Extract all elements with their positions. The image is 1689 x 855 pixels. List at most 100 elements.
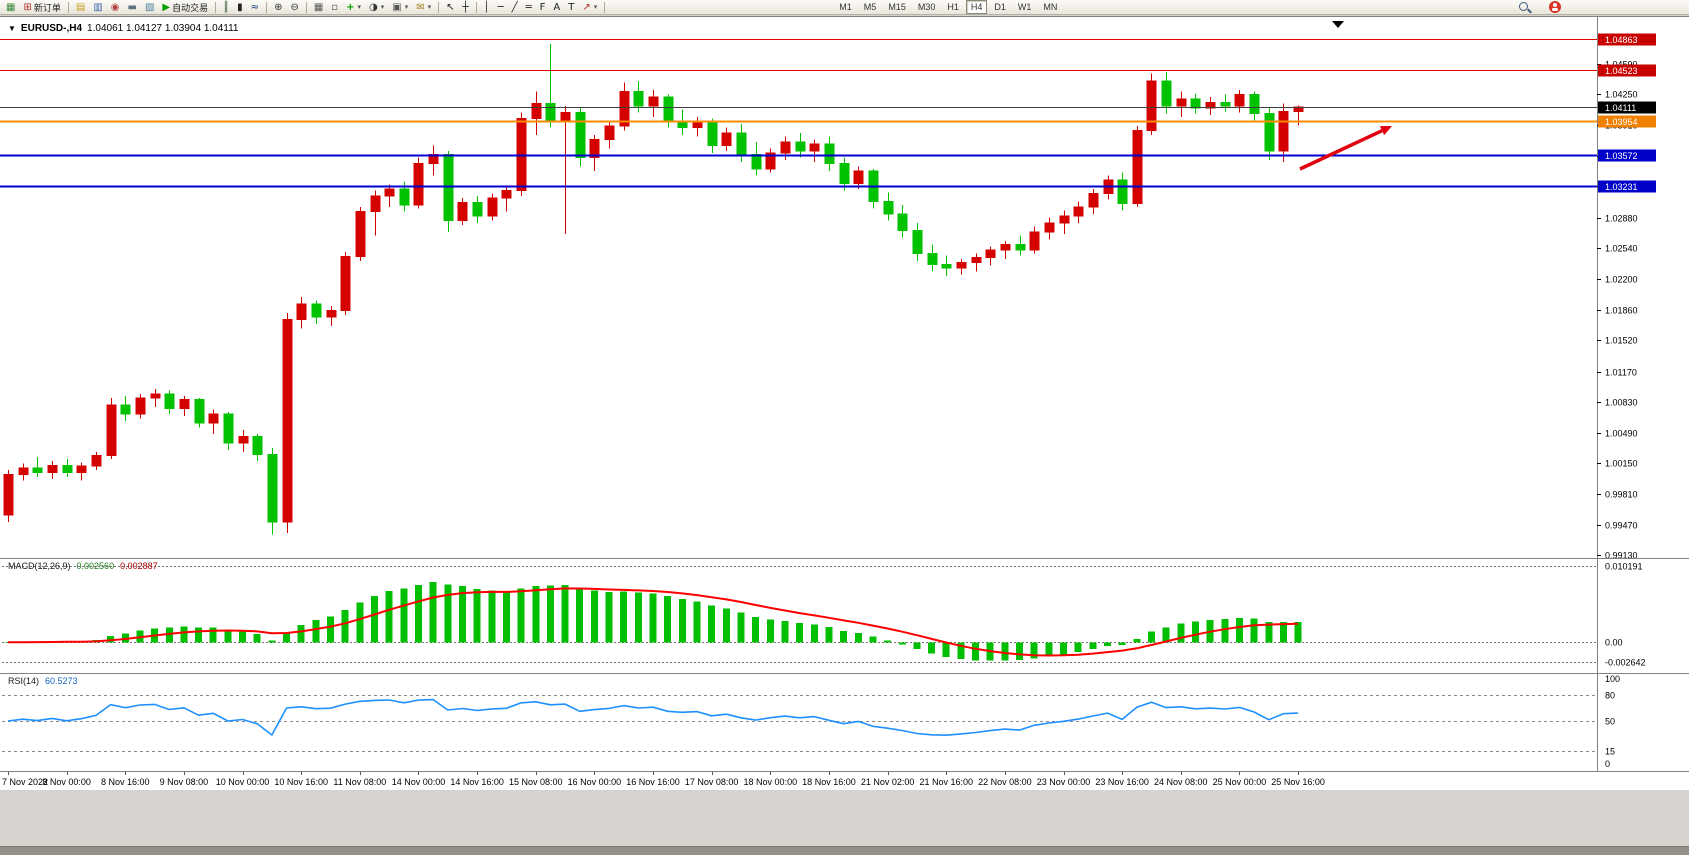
cascade-windows-icon-glyph: ▫ bbox=[331, 1, 339, 13]
arrows-icon[interactable]: ↗ ▾ bbox=[578, 0, 601, 15]
arrows-icon-glyph: ↗ bbox=[582, 1, 591, 13]
community-icon[interactable] bbox=[1549, 1, 1561, 13]
zoom-out-icon[interactable]: ⊖ bbox=[286, 0, 302, 15]
rsi-name: RSI(14) bbox=[8, 676, 40, 686]
cursor-icon-glyph: ↖ bbox=[446, 1, 455, 13]
templates-icon[interactable]: ▣ ▾ bbox=[388, 0, 412, 15]
timeframe-mn-button[interactable]: MN bbox=[1043, 2, 1058, 12]
navigator-icon[interactable]: ◉ bbox=[107, 0, 124, 15]
timeframe-m1-button[interactable]: M1 bbox=[839, 2, 852, 12]
timeframe-m15-button[interactable]: M15 bbox=[888, 2, 906, 12]
market-watch-icon[interactable]: ▤ bbox=[72, 0, 89, 15]
svg-text:-0.002642: -0.002642 bbox=[1605, 658, 1646, 668]
timeframe-h4-button[interactable]: H4 bbox=[965, 0, 988, 14]
one-click-trading-toggle[interactable]: ▼ bbox=[8, 23, 16, 33]
line-chart-mode-icon-glyph: ≈ bbox=[250, 1, 260, 13]
chart-symbol-period: EURUSD-,H4 bbox=[20, 23, 83, 34]
tile-windows-icon[interactable]: ▦ bbox=[310, 0, 327, 15]
time-axis-tick bbox=[888, 772, 889, 775]
toolbar-right-group bbox=[1518, 1, 1561, 14]
line-chart-mode-icon[interactable]: ≈ bbox=[247, 0, 263, 15]
svg-text:1.02200: 1.02200 bbox=[1605, 275, 1638, 285]
text-icon[interactable]: A bbox=[549, 0, 564, 15]
time-axis-tick bbox=[770, 772, 771, 775]
indicators-icon[interactable]: + ▾ bbox=[342, 0, 365, 15]
svg-text:1.00490: 1.00490 bbox=[1605, 429, 1638, 439]
svg-text:1.01860: 1.01860 bbox=[1605, 306, 1638, 316]
time-axis-tick bbox=[243, 772, 244, 775]
zoom-out-icon-glyph: ⊖ bbox=[290, 1, 299, 13]
fibonacci-icon-glyph: F bbox=[539, 1, 546, 13]
strategy-tester-icon[interactable]: ▧ bbox=[141, 0, 158, 15]
timeframe-w1-button[interactable]: W1 bbox=[1017, 2, 1032, 12]
autotrading-button-label: 自动交易 bbox=[172, 2, 209, 13]
svg-text:1.04250: 1.04250 bbox=[1605, 90, 1638, 100]
timeframe-m30-button[interactable]: M30 bbox=[917, 2, 936, 12]
svg-text:1.04863: 1.04863 bbox=[1605, 35, 1638, 45]
rsi-chart-canvas[interactable]: 100 0 80 50 15 bbox=[0, 673, 1689, 771]
bar-chart-mode-icon[interactable]: ║ bbox=[219, 0, 233, 15]
time-axis-label: 14 Nov 16:00 bbox=[450, 777, 504, 787]
rsi-line bbox=[7, 698, 1299, 737]
horizontal-line-icon[interactable]: ─ bbox=[494, 0, 508, 15]
chart-window-icon[interactable]: ▦ bbox=[2, 0, 19, 15]
text-label-icon[interactable]: T bbox=[564, 0, 578, 15]
svg-text:1.01170: 1.01170 bbox=[1605, 368, 1637, 378]
time-axis-label: 22 Nov 08:00 bbox=[978, 777, 1032, 787]
trendline-icon[interactable]: ╱ bbox=[508, 0, 522, 15]
time-axis-label: 7 Nov 2022 bbox=[2, 777, 49, 787]
time-axis-tick bbox=[653, 772, 654, 775]
svg-text:1.03231: 1.03231 bbox=[1605, 182, 1638, 192]
time-axis-label: 10 Nov 00:00 bbox=[215, 777, 270, 787]
dropdown-arrow-icon: ▾ bbox=[404, 4, 409, 11]
chart-window: ▼ EURUSD-,H4 1.04061 1.04127 1.03904 1.0… bbox=[0, 16, 1689, 791]
search-icon[interactable] bbox=[1518, 1, 1532, 14]
candlestick-mode-icon[interactable]: ▮ bbox=[233, 0, 247, 15]
price-chart-canvas[interactable]: 1.045901.042501.039101.035701.032301.028… bbox=[0, 17, 1689, 558]
trendline-icon-glyph: ╱ bbox=[511, 1, 518, 13]
toolbar-separator bbox=[67, 1, 69, 13]
data-window-icon[interactable]: ▥ bbox=[89, 0, 106, 15]
cascade-windows-icon[interactable]: ▫ bbox=[327, 0, 342, 15]
periods-icon[interactable]: ◑ ▾ bbox=[365, 0, 388, 15]
zoom-in-icon[interactable]: ⊕ bbox=[270, 0, 286, 15]
templates-icon-glyph: ▣ bbox=[392, 1, 402, 13]
svg-text:0.99130: 0.99130 bbox=[1605, 551, 1638, 559]
time-axis-label: 23 Nov 16:00 bbox=[1095, 777, 1149, 787]
time-axis-label: 9 Nov 08:00 bbox=[159, 777, 209, 787]
time-axis-tick bbox=[477, 772, 478, 775]
time-axis-tick bbox=[8, 772, 9, 775]
strategy-tester-icon-glyph: ▧ bbox=[144, 1, 155, 13]
svg-text:1.01520: 1.01520 bbox=[1605, 336, 1638, 346]
svg-text:80: 80 bbox=[1605, 691, 1615, 701]
time-axis[interactable]: 7 Nov 2022 8 Nov 00:00 8 Nov 16:00 9 Nov 08… bbox=[0, 771, 1689, 791]
timeframe-d1-button[interactable]: D1 bbox=[994, 2, 1006, 12]
time-axis-label: 21 Nov 16:00 bbox=[919, 777, 974, 787]
time-axis-tick bbox=[1064, 772, 1065, 775]
terminal-icon[interactable]: ▬ bbox=[124, 0, 141, 15]
equidistant-channel-icon-glyph: ═ bbox=[525, 1, 532, 13]
timeframe-m5-button[interactable]: M5 bbox=[863, 2, 877, 12]
time-axis-label: 10 Nov 16:00 bbox=[274, 777, 328, 787]
time-axis-label: 15 Nov 08:00 bbox=[508, 777, 563, 787]
dropdown-arrow-icon: ▾ bbox=[380, 4, 385, 11]
crosshair-icon[interactable]: ┼ bbox=[459, 0, 473, 15]
news-icon[interactable]: ✉ ▾ bbox=[412, 0, 435, 15]
autotrading-button[interactable]: ▶ 自动交易 bbox=[158, 0, 212, 15]
fibonacci-icon[interactable]: F bbox=[536, 0, 550, 15]
new-order-button[interactable]: ⊞ 新订单 bbox=[19, 0, 64, 15]
svg-text:100: 100 bbox=[1605, 674, 1620, 684]
cursor-icon[interactable]: ↖ bbox=[442, 0, 458, 15]
rsi-indicator-label: RSI(14) 60.5273 bbox=[8, 676, 78, 686]
time-axis-tick bbox=[301, 772, 302, 775]
time-axis-label: 16 Nov 16:00 bbox=[626, 777, 680, 787]
svg-text:1.03954: 1.03954 bbox=[1605, 117, 1638, 127]
timeframe-h1-button[interactable]: H1 bbox=[947, 2, 959, 12]
chart-title: ▼ EURUSD-,H4 1.04061 1.04127 1.03904 1.0… bbox=[8, 23, 239, 34]
vertical-line-icon[interactable]: │ bbox=[480, 0, 494, 15]
equidistant-channel-icon[interactable]: ═ bbox=[522, 0, 536, 15]
macd-signal-line bbox=[7, 587, 1299, 657]
bar-chart-mode-icon-glyph: ║ bbox=[223, 1, 230, 13]
macd-chart-canvas[interactable]: 0.010191 0.00 -0.002642 bbox=[0, 558, 1689, 673]
time-axis-label: 23 Nov 00:00 bbox=[1036, 777, 1091, 787]
